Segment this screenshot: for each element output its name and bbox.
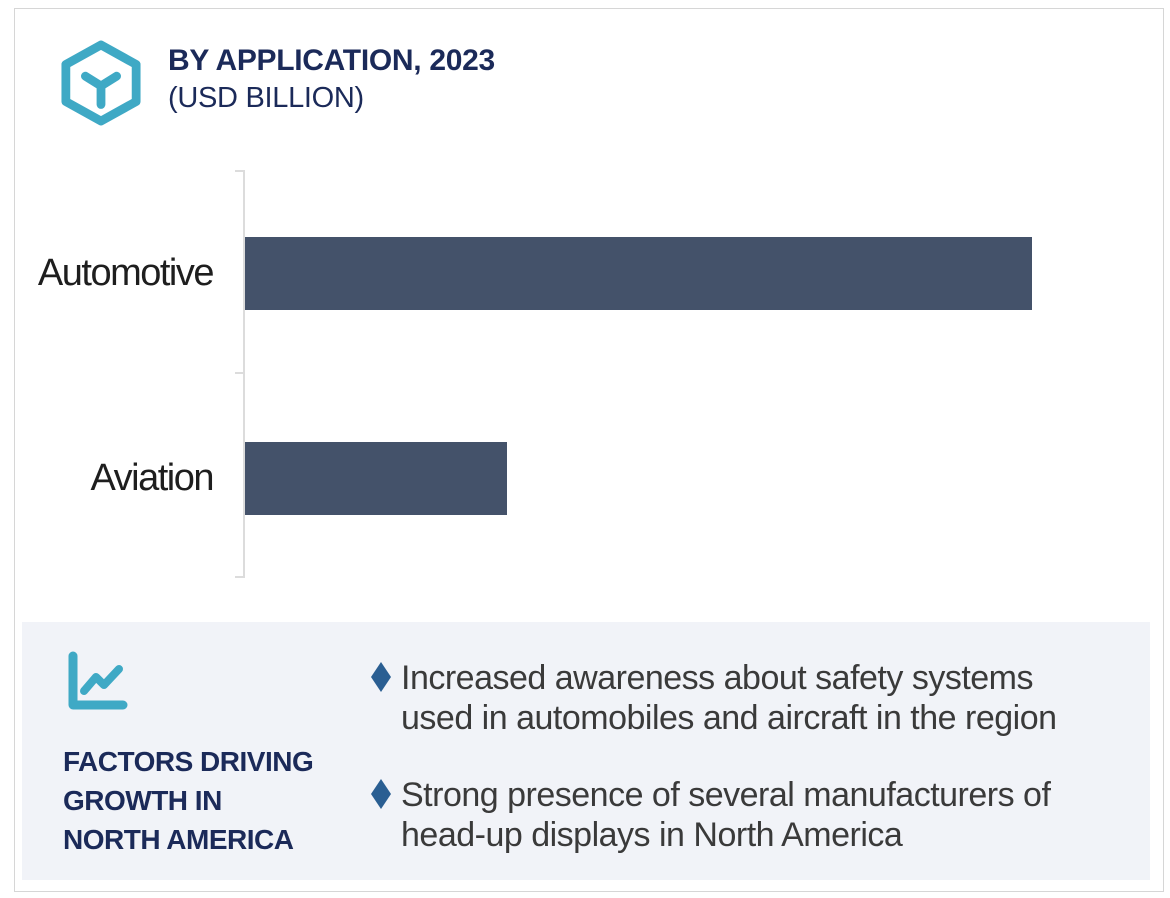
bullet-text-line: used in automobiles and aircraft in the …: [401, 699, 1057, 737]
chart-title-line2: (USD BILLION): [168, 82, 364, 114]
factors-heading-line: FACTORS DRIVING: [63, 746, 314, 777]
axis-tick: [235, 170, 244, 172]
bullet-text-line: Increased awareness about safety systems: [401, 659, 1033, 697]
bullet-text-line: head-up displays in North America: [401, 816, 903, 854]
category-label-aviation: Aviation: [90, 457, 214, 499]
chart-title-line1: BY APPLICATION, 2023: [168, 44, 495, 77]
line-chart-icon: [68, 651, 128, 710]
bullet-text: Strong presence of several manufacturers…: [401, 775, 1051, 855]
list-item: Strong presence of several manufacturers…: [371, 775, 1131, 855]
diamond-bullet-icon: [371, 662, 391, 692]
axis-tick: [235, 576, 244, 578]
category-label-automotive: Automotive: [37, 252, 215, 294]
chart-card: BY APPLICATION, 2023 (USD BILLION) Autom…: [14, 8, 1164, 892]
factors-panel: FACTORS DRIVING GROWTH IN NORTH AMERICA …: [22, 622, 1150, 880]
factors-heading-line: NORTH AMERICA: [63, 824, 294, 855]
factors-heading-line: GROWTH IN: [63, 785, 222, 816]
chart-title: BY APPLICATION, 2023 (USD BILLION): [168, 42, 495, 116]
factors-heading: FACTORS DRIVING GROWTH IN NORTH AMERICA: [63, 742, 323, 859]
diamond-bullet-icon: [371, 779, 391, 809]
hexagon-cube-icon: [61, 40, 141, 126]
bullet-text: Increased awareness about safety systems…: [401, 658, 1057, 738]
bullet-text-line: Strong presence of several manufacturers…: [401, 776, 1051, 814]
bar-aviation: [245, 442, 508, 515]
category-axis: [243, 170, 245, 578]
axis-tick: [235, 372, 244, 374]
factors-bullet-list: Increased awareness about safety systems…: [371, 658, 1131, 892]
bar-row-aviation: [245, 442, 1150, 515]
list-item: Increased awareness about safety systems…: [371, 658, 1131, 738]
bar-chart: Automotive Aviation: [15, 9, 1163, 619]
bar-row-automotive: [245, 237, 1150, 310]
bar-automotive: [245, 237, 1032, 310]
